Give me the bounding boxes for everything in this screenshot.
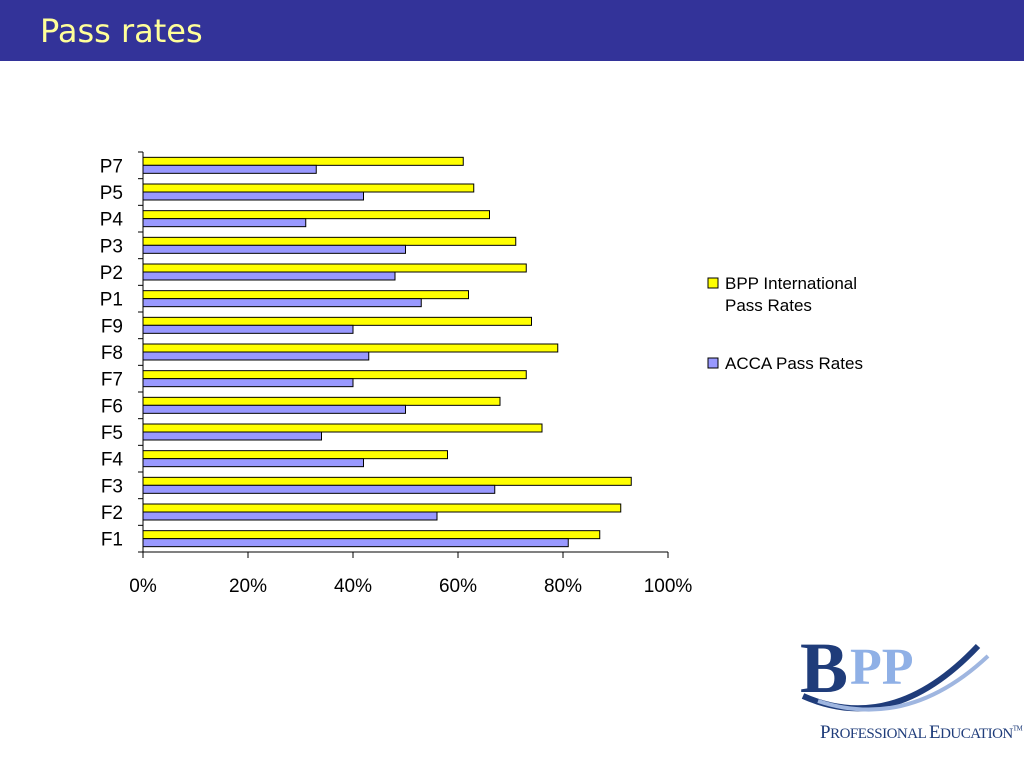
y-tick-label: P7	[100, 156, 123, 177]
bar-bpp-international-pass-rates-p4	[142, 210, 490, 220]
bar-acca-pass-rates-f5	[142, 431, 322, 441]
x-tick-label: 60%	[439, 576, 477, 597]
y-tick-label: F2	[101, 503, 123, 524]
bar-bpp-international-pass-rates-p5	[142, 183, 475, 193]
legend-swatch	[707, 357, 719, 369]
bar-bpp-international-pass-rates-f4	[142, 450, 448, 460]
y-tick-label: F5	[101, 423, 123, 444]
bar-acca-pass-rates-f3	[142, 484, 496, 494]
y-tick-label: P2	[100, 263, 123, 284]
bar-bpp-international-pass-rates-f5	[142, 423, 543, 433]
legend-label: ACCA Pass Rates	[725, 354, 863, 373]
x-tick-label: 40%	[334, 576, 372, 597]
bar-acca-pass-rates-f1	[142, 538, 569, 548]
bar-acca-pass-rates-p5	[142, 191, 364, 201]
bar-acca-pass-rates-f6	[142, 404, 406, 414]
bar-bpp-international-pass-rates-f1	[142, 530, 601, 540]
bar-bpp-international-pass-rates-f7	[142, 370, 527, 380]
bar-bpp-international-pass-rates-f2	[142, 503, 622, 513]
y-tick-label: F3	[101, 476, 123, 497]
bar-acca-pass-rates-p1	[142, 298, 422, 308]
y-tick-label: F4	[101, 450, 124, 471]
y-tick-label: P5	[100, 183, 123, 204]
y-tick-label: P1	[100, 290, 123, 311]
logo-mark-pp: PP	[850, 639, 914, 696]
legend-label: BPP International	[725, 274, 857, 293]
y-tick-label: F6	[101, 396, 123, 417]
bar-bpp-international-pass-rates-f6	[142, 396, 501, 406]
slide-title: Pass rates	[40, 12, 203, 50]
logo-wordmark: PROFESSIONAL EDUCATIONTM	[820, 722, 1023, 743]
bar-acca-pass-rates-f8	[142, 351, 370, 361]
x-tick-label: 100%	[644, 576, 693, 597]
bar-bpp-international-pass-rates-p3	[142, 236, 517, 246]
y-tick-label: F9	[101, 316, 123, 337]
bar-acca-pass-rates-f7	[142, 378, 354, 388]
bar-acca-pass-rates-p3	[142, 244, 406, 254]
x-tick-label: 0%	[129, 576, 157, 597]
y-tick-label: F8	[101, 343, 123, 364]
y-tick-label: P4	[100, 210, 124, 231]
bar-bpp-international-pass-rates-f8	[142, 343, 559, 353]
y-tick-label: F1	[101, 530, 123, 551]
bar-bpp-international-pass-rates-f9	[142, 316, 532, 326]
bar-bpp-international-pass-rates-p2	[142, 263, 527, 273]
bar-acca-pass-rates-f4	[142, 458, 364, 468]
logo-mark-b: B	[800, 628, 848, 708]
bar-acca-pass-rates-p4	[142, 218, 307, 228]
title-bar: Pass rates	[0, 0, 1024, 61]
bar-acca-pass-rates-f2	[142, 511, 438, 521]
bar-acca-pass-rates-p2	[142, 271, 396, 281]
x-tick-label: 80%	[544, 576, 582, 597]
y-tick-label: F7	[101, 370, 123, 391]
bar-acca-pass-rates-f9	[142, 324, 354, 334]
legend-item-bpp-international-pass-rates: BPP International Pass Rates	[707, 274, 857, 315]
bar-acca-pass-rates-p7	[142, 164, 317, 174]
legend-swatch	[707, 277, 719, 289]
bar-bpp-international-pass-rates-p1	[142, 290, 469, 300]
y-tick-label: P3	[100, 236, 123, 257]
logo-swoosh-light	[817, 654, 990, 712]
x-tick-label: 20%	[229, 576, 267, 597]
bpp-logo: B PP	[798, 626, 998, 731]
bar-bpp-international-pass-rates-f3	[142, 476, 632, 486]
bar-bpp-international-pass-rates-p7	[142, 156, 464, 166]
legend-item-acca-pass-rates: ACCA Pass Rates	[707, 354, 863, 373]
legend-label: Pass Rates	[725, 296, 812, 315]
